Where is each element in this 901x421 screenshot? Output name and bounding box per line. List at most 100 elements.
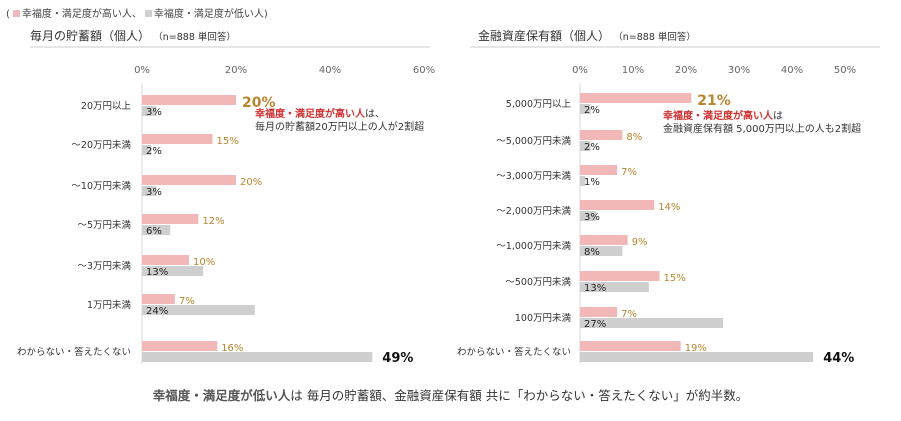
category-label: 100万円未満 xyxy=(515,312,572,324)
data-label-low: 13% xyxy=(146,267,168,278)
category-label: ～3,000万円未満 xyxy=(496,170,571,182)
annotation-line2: 金融資産保有額 5,000万円以上の人も2割超 xyxy=(663,124,862,135)
legend-low-swatch xyxy=(144,10,152,17)
x-tick-label: 0% xyxy=(572,65,588,76)
x-tick-label: 40% xyxy=(781,65,803,76)
data-label-low: 27% xyxy=(584,319,606,330)
data-label-low: 3% xyxy=(146,107,162,118)
title-underline xyxy=(470,46,880,48)
data-label-high: 10% xyxy=(193,257,215,268)
annotation-highlight: 幸福度・満足度が高い人 xyxy=(663,111,773,122)
bar-low xyxy=(142,352,373,362)
data-label-high: 19% xyxy=(685,343,707,354)
data-label-high: 20% xyxy=(242,95,276,111)
annotation-text: は、 xyxy=(365,109,385,120)
bar-low xyxy=(142,266,204,276)
category-label: ～5万円未満 xyxy=(77,219,131,231)
x-tick-label: 0% xyxy=(134,65,150,76)
category-label: ～10万円未満 xyxy=(71,180,131,192)
bar-low xyxy=(142,186,157,196)
data-label-high: 15% xyxy=(664,273,686,284)
annotation-savings: 幸福度・満足度が高い人は、 毎月の貯蓄額20万円以上の人が2割超 xyxy=(255,108,424,134)
data-label-high: 12% xyxy=(202,216,224,227)
footer-text: は 毎月の貯蓄額、金融資産保有額 共に「わからない・答えたくない」が約半数。 xyxy=(290,388,749,403)
bar-high xyxy=(580,200,655,210)
data-label-low: 44% xyxy=(823,351,854,366)
category-label: わからない・答えたくない xyxy=(457,346,571,358)
x-tick-label: 20% xyxy=(675,65,697,76)
title-underline xyxy=(30,46,430,48)
bar-high xyxy=(580,341,681,351)
bar-low xyxy=(580,104,591,114)
x-tick-label: 50% xyxy=(834,65,856,76)
category-label: ～2,000万円未満 xyxy=(496,205,571,217)
bar-low xyxy=(580,176,586,186)
bar-high xyxy=(142,214,199,224)
data-label-low: 3% xyxy=(584,212,600,223)
bar-high xyxy=(580,271,660,281)
bar-high xyxy=(142,95,236,105)
chart-title-text: 毎月の貯蓄額（個人） xyxy=(30,29,151,43)
legend-high-swatch xyxy=(12,10,20,17)
bar-low xyxy=(142,305,255,315)
bar-high xyxy=(580,165,618,175)
data-label-high: 7% xyxy=(621,167,637,178)
bar-low xyxy=(142,106,157,116)
data-label-low: 8% xyxy=(584,247,600,258)
bar-high xyxy=(580,130,623,140)
bar-high xyxy=(580,93,692,103)
data-label-low: 2% xyxy=(584,105,600,116)
data-label-low: 24% xyxy=(146,306,168,317)
data-label-high: 14% xyxy=(658,202,680,213)
legend-open: ( xyxy=(6,9,10,20)
legend-low-label: 幸福度・満足度が低い人) xyxy=(153,9,268,20)
chart-title-text: 金融資産保有額（個人） xyxy=(478,29,611,43)
data-label-high: 7% xyxy=(621,309,637,320)
chart-title-assets: 金融資産保有額（個人） （n=888 単回答） xyxy=(478,27,696,44)
data-label-high: 9% xyxy=(632,237,648,248)
data-label-low: 6% xyxy=(146,226,162,237)
bar-high xyxy=(142,175,236,185)
footer-summary: 幸福度・満足度が低い人は 毎月の貯蓄額、金融資産保有額 共に「わからない・答えた… xyxy=(0,385,901,404)
x-tick-label: 60% xyxy=(413,65,435,76)
data-label-low: 3% xyxy=(146,187,162,198)
annotation-text: は xyxy=(773,111,783,122)
data-label-high: 8% xyxy=(626,132,642,143)
data-label-high: 20% xyxy=(240,177,262,188)
data-label-low: 2% xyxy=(584,142,600,153)
bar-low xyxy=(580,141,591,151)
bar-high xyxy=(142,341,218,351)
bar-high xyxy=(142,294,175,304)
legend: ( 幸福度・満足度が高い人、 幸福度・満足度が低い人) xyxy=(6,5,268,20)
legend-high-label: 幸福度・満足度が高い人、 xyxy=(21,9,142,20)
x-tick-label: 20% xyxy=(225,65,247,76)
bar-high xyxy=(580,235,628,245)
annotation-assets: 幸福度・満足度が高い人は 金融資産保有額 5,000万円以上の人も2割超 xyxy=(663,110,861,136)
bar-low xyxy=(580,246,623,256)
category-label: ～500万円未満 xyxy=(505,276,571,288)
chart-sample-note: （n=888 単回答） xyxy=(158,32,236,43)
bar-high xyxy=(142,134,213,144)
annotation-line2: 毎月の貯蓄額20万円以上の人が2割超 xyxy=(255,122,425,133)
data-label-high: 16% xyxy=(221,343,243,354)
bar-low xyxy=(142,145,152,155)
x-tick-label: 10% xyxy=(622,65,644,76)
bar-low xyxy=(580,318,724,328)
chart-title-savings: 毎月の貯蓄額（個人） （n=888 単回答） xyxy=(30,27,236,44)
category-label: 5,000万円以上 xyxy=(506,99,572,110)
data-label-high: 7% xyxy=(179,296,195,307)
bar-low xyxy=(142,225,171,235)
category-label: ～1,000万円未満 xyxy=(496,240,571,252)
data-label-low: 2% xyxy=(146,146,162,157)
category-label: ～3万円未満 xyxy=(77,260,131,272)
data-label-high: 21% xyxy=(697,93,731,109)
category-label: ～5,000万円未満 xyxy=(496,135,571,147)
bar-low xyxy=(580,282,649,292)
data-label-low: 13% xyxy=(584,283,606,294)
x-tick-label: 40% xyxy=(319,65,341,76)
annotation-highlight: 幸福度・満足度が高い人 xyxy=(255,109,365,120)
bar-low xyxy=(580,211,596,221)
chart-sample-note: （n=888 単回答） xyxy=(618,32,696,43)
bar-high xyxy=(142,255,189,265)
